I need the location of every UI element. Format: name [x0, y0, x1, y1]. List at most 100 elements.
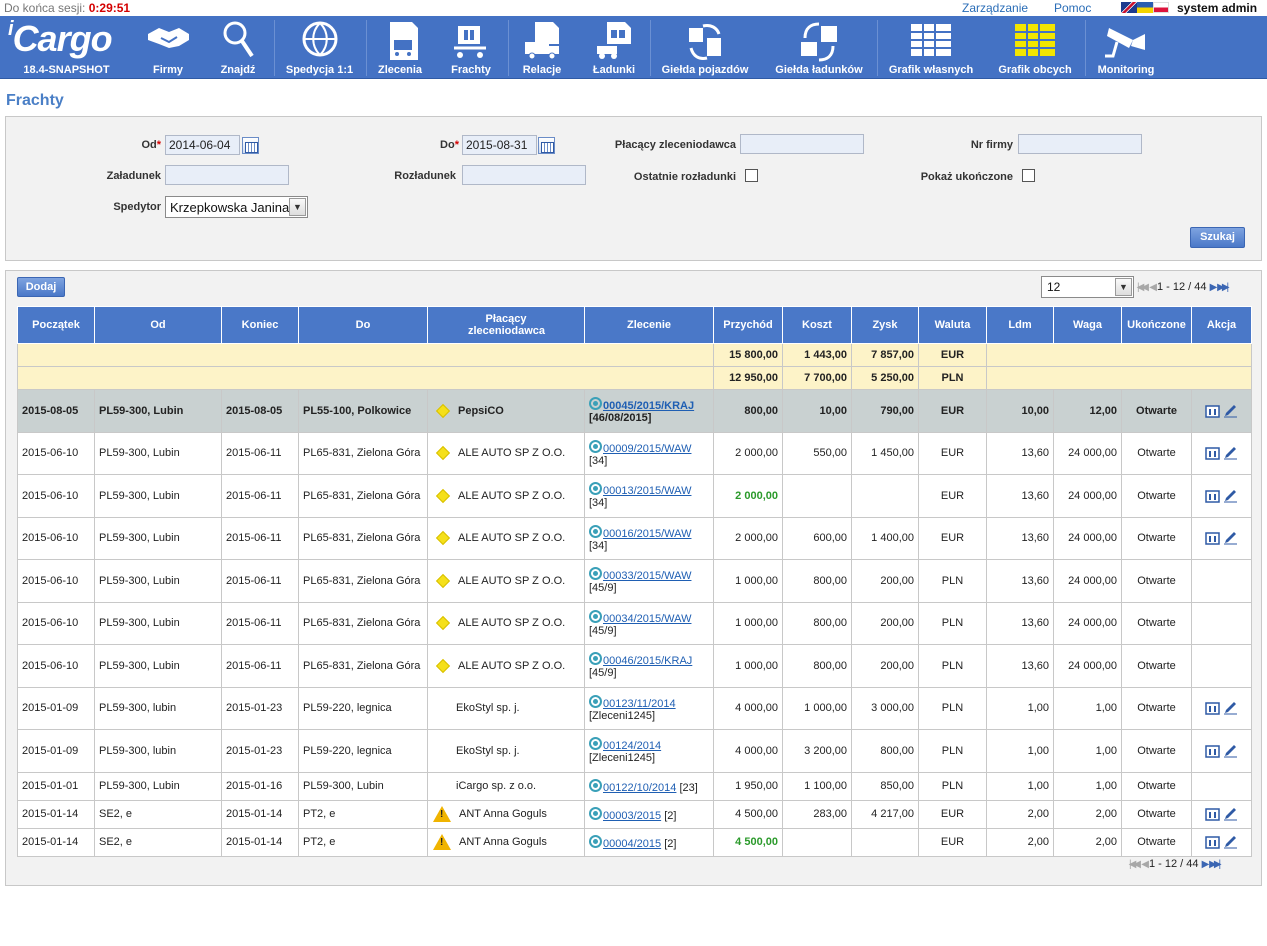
col-header[interactable]: Zysk [851, 306, 919, 344]
last-page-icon[interactable]: ▶▶| [1209, 859, 1221, 870]
menu-grafik-obcych[interactable]: Grafik obcych [993, 16, 1077, 79]
freight-details-icon[interactable] [1205, 701, 1220, 715]
table-row[interactable]: 2015-06-10 PL59-300, Lubin 2015-06-11 PL… [17, 474, 1252, 518]
order-link[interactable]: 00124/2014 [603, 740, 662, 753]
order-link[interactable]: 00004/2015 [603, 837, 662, 850]
edit-pencil-icon[interactable] [1223, 531, 1238, 545]
edit-pencil-icon[interactable] [1223, 489, 1238, 503]
menu-znajdz[interactable]: Znajdź [209, 16, 267, 79]
flag-pl-icon[interactable] [1153, 2, 1169, 13]
order-link[interactable]: 00033/2015/WAW [603, 570, 692, 583]
edit-pencil-icon[interactable] [1223, 807, 1238, 821]
edit-pencil-icon[interactable] [1223, 744, 1238, 758]
prev-page-icon[interactable]: ◀ [1141, 859, 1149, 870]
col-header[interactable]: Przychód [713, 306, 783, 344]
table-row[interactable]: 2015-06-10 PL59-300, Lubin 2015-06-11 PL… [17, 431, 1252, 475]
table-row[interactable]: 2015-01-09 PL59-300, lubin 2015-01-23 PL… [17, 686, 1252, 730]
freight-details-icon[interactable] [1205, 489, 1220, 503]
page-size-select[interactable]: 12 ▼ [1041, 276, 1134, 298]
order-icon [589, 834, 602, 848]
flag-ua-icon[interactable] [1137, 2, 1153, 13]
flag-en-icon[interactable] [1121, 2, 1137, 13]
payer-input[interactable] [740, 134, 864, 154]
col-header[interactable]: Do [298, 306, 428, 344]
next-page-icon[interactable]: ▶ [1209, 282, 1218, 293]
table-row[interactable]: 2015-06-10 PL59-300, Lubin 2015-06-11 PL… [17, 516, 1252, 560]
col-header[interactable]: Początek [17, 306, 95, 344]
ostatnie-checkbox[interactable] [745, 169, 758, 182]
first-page-icon[interactable]: |◀◀ [1137, 282, 1149, 293]
menu-spedycja[interactable]: Spedycja 1:1 [282, 16, 357, 79]
od-calendar-icon[interactable] [242, 137, 259, 154]
zaladunek-input[interactable] [165, 165, 289, 185]
search-button[interactable]: Szukaj [1190, 227, 1245, 248]
table-row[interactable]: 2015-06-10 PL59-300, Lubin 2015-06-11 PL… [17, 644, 1252, 688]
freight-details-icon[interactable] [1205, 835, 1220, 849]
nr-firmy-input[interactable] [1018, 134, 1142, 154]
table-row[interactable]: 2015-01-14 SE2, e 2015-01-14 PT2, e ANT … [17, 799, 1252, 829]
col-header[interactable]: Ukończone [1121, 306, 1192, 344]
edit-pencil-icon[interactable] [1223, 404, 1238, 418]
cell-from: PL59-300, Lubin [94, 474, 222, 518]
menu-relacje[interactable]: Relacje [514, 16, 570, 79]
freight-details-icon[interactable] [1205, 404, 1220, 418]
edit-pencil-icon[interactable] [1223, 835, 1238, 849]
table-row[interactable]: 2015-01-14 SE2, e 2015-01-14 PT2, e ANT … [17, 827, 1252, 857]
menu-zlecenia[interactable]: Zlecenia [372, 16, 428, 79]
col-header[interactable]: Zlecenie [584, 306, 714, 344]
col-header[interactable]: Waga [1053, 306, 1122, 344]
col-header[interactable]: Koszt [782, 306, 852, 344]
rozladunek-input[interactable] [462, 165, 586, 185]
order-link[interactable]: 00016/2015/WAW [603, 527, 692, 540]
freight-details-icon[interactable] [1205, 446, 1220, 460]
spedytor-select[interactable]: Krzepkowska Janina ▼ [165, 196, 308, 218]
menu-gielda-pojazdow[interactable]: Giełda pojazdów [655, 16, 755, 79]
next-page-icon[interactable]: ▶ [1201, 859, 1210, 870]
menu-firmy[interactable]: Firmy [137, 16, 199, 79]
freight-details-icon[interactable] [1205, 744, 1220, 758]
add-button[interactable]: Dodaj [17, 277, 65, 297]
col-header[interactable]: Akcja [1191, 306, 1252, 344]
order-link[interactable]: 00009/2015/WAW [603, 442, 692, 455]
menu-gielda-ladunkow[interactable]: Giełda ładunków [767, 16, 871, 79]
link-pomoc[interactable]: Pomoc [1054, 1, 1092, 15]
od-date-input[interactable]: 2014-06-04 [165, 135, 240, 155]
freight-details-icon[interactable] [1205, 531, 1220, 545]
link-zarzadzanie[interactable]: Zarządzanie [962, 1, 1029, 15]
order-link[interactable]: 00003/2015 [603, 809, 662, 822]
do-calendar-icon[interactable] [538, 137, 555, 154]
table-row[interactable]: 2015-06-10 PL59-300, Lubin 2015-06-11 PL… [17, 559, 1252, 603]
edit-pencil-icon[interactable] [1223, 701, 1238, 715]
last-page-icon[interactable]: ▶▶| [1217, 282, 1229, 293]
edit-pencil-icon[interactable] [1223, 446, 1238, 460]
menu-monitoring[interactable]: Monitoring [1090, 16, 1162, 79]
table-row[interactable]: 2015-08-05 PL59-300, Lubin 2015-08-05 PL… [17, 389, 1252, 433]
menu-grafik-wlasnych[interactable]: Grafik własnych [882, 16, 980, 79]
order-link[interactable]: 00122/10/2014 [603, 781, 677, 794]
table-row[interactable]: 2015-06-10 PL59-300, Lubin 2015-06-11 PL… [17, 601, 1252, 645]
cell-payer: ANT Anna Goguls [427, 827, 585, 857]
menu-ladunki[interactable]: Ładunki [584, 16, 644, 79]
col-header[interactable]: Koniec [221, 306, 299, 344]
col-header[interactable]: Od [94, 306, 222, 344]
first-page-icon[interactable]: |◀◀ [1129, 859, 1141, 870]
pokaz-checkbox[interactable] [1022, 169, 1035, 182]
freight-details-icon[interactable] [1205, 807, 1220, 821]
cell-end: 2015-01-23 [221, 729, 299, 773]
col-header[interactable]: Waluta [918, 306, 987, 344]
order-link[interactable]: 00034/2015/WAW [603, 612, 692, 625]
menu-logo[interactable]: iCargo 18.4-SNAPSHOT [0, 16, 133, 79]
table-row[interactable]: 2015-01-09 PL59-300, lubin 2015-01-23 PL… [17, 729, 1252, 773]
cell-order: 00004/2015 [2] [584, 827, 714, 857]
order-link[interactable]: 00045/2015/KRAJ [603, 400, 695, 413]
do-date-input[interactable]: 2015-08-31 [462, 135, 537, 155]
menu-frachty[interactable]: Frachty [440, 16, 502, 79]
col-header[interactable]: Płacący zleceniodawca [427, 306, 585, 344]
cell-weight: 1,00 [1053, 686, 1122, 730]
order-link[interactable]: 00013/2015/WAW [603, 485, 692, 498]
col-header[interactable]: Ldm [986, 306, 1054, 344]
order-link[interactable]: 00046/2015/KRAJ [603, 655, 693, 668]
order-link[interactable]: 00123/11/2014 [603, 697, 676, 710]
prev-page-icon[interactable]: ◀ [1149, 282, 1157, 293]
table-row[interactable]: 2015-01-01 PL59-300, Lubin 2015-01-16 PL… [17, 771, 1252, 801]
